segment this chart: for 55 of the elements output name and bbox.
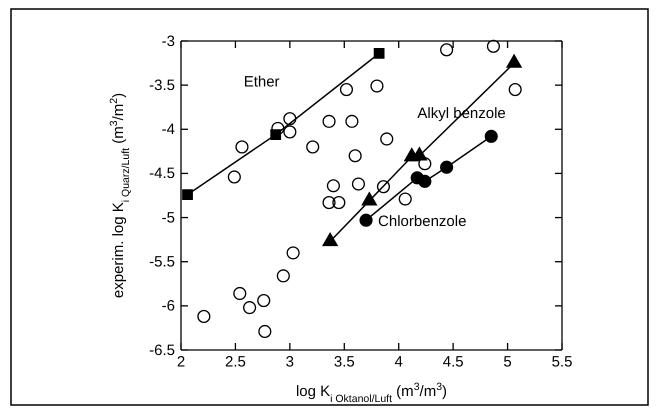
point bbox=[228, 170, 241, 184]
text: Ether bbox=[244, 74, 280, 91]
point bbox=[243, 301, 256, 314]
x-tick-label: 3 bbox=[286, 354, 294, 371]
point bbox=[348, 149, 362, 162]
y-tick-label: -4 bbox=[162, 121, 175, 138]
x-tick-label: 2 bbox=[176, 354, 186, 371]
point bbox=[286, 246, 300, 260]
point bbox=[271, 122, 284, 135]
point bbox=[418, 157, 432, 170]
y-tick-label: -3.5 bbox=[149, 76, 175, 94]
point bbox=[322, 196, 336, 210]
point bbox=[374, 48, 385, 59]
point bbox=[258, 324, 272, 338]
x-tick-label: 3.5 bbox=[334, 354, 355, 371]
point bbox=[270, 129, 282, 140]
x-axis-title: log K$_{i Oktanol/Luft}$ (m$^{3}$/m$^{3}$) bbox=[296, 381, 448, 405]
series-label: Chlorbenzole bbox=[378, 213, 466, 230]
point bbox=[352, 177, 366, 191]
point bbox=[283, 125, 296, 138]
point bbox=[235, 140, 249, 154]
point bbox=[283, 112, 296, 126]
y-tick-label: -5.5 bbox=[149, 254, 175, 271]
x-tick-label: 5 bbox=[503, 354, 512, 371]
point bbox=[398, 192, 412, 206]
point bbox=[380, 132, 394, 146]
y-tick-label: -5 bbox=[162, 209, 175, 226]
point bbox=[418, 174, 432, 188]
point bbox=[359, 214, 373, 227]
point bbox=[508, 83, 522, 96]
point bbox=[276, 269, 290, 282]
x-tick-label: 2.5 bbox=[225, 354, 246, 371]
point bbox=[233, 286, 246, 300]
x-tick-label: 5.5 bbox=[552, 354, 572, 371]
point bbox=[326, 179, 340, 192]
point bbox=[486, 40, 500, 53]
point bbox=[332, 196, 346, 210]
point bbox=[370, 79, 384, 93]
point bbox=[182, 189, 193, 200]
point bbox=[322, 114, 336, 128]
x-tick-label: 4 bbox=[394, 354, 403, 371]
point bbox=[306, 140, 320, 154]
point bbox=[340, 83, 354, 96]
point bbox=[197, 310, 210, 324]
point bbox=[484, 130, 498, 143]
y-tick-label: -6.5 bbox=[149, 342, 175, 359]
point bbox=[440, 43, 454, 56]
y-tick-label: -3 bbox=[162, 32, 175, 50]
x-tick-label: 4.5 bbox=[442, 354, 464, 371]
point bbox=[257, 294, 270, 308]
y-tick-label: -6 bbox=[162, 298, 175, 315]
point bbox=[376, 180, 390, 194]
point bbox=[440, 160, 454, 174]
y-tick-label: -4.5 bbox=[149, 165, 175, 182]
point bbox=[345, 114, 358, 128]
